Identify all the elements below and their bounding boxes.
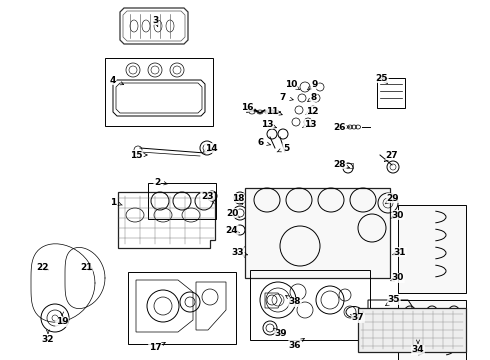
Bar bbox=[398, 300, 466, 332]
Text: 28: 28 bbox=[334, 159, 346, 168]
Text: 26: 26 bbox=[334, 122, 346, 131]
Text: 17: 17 bbox=[148, 343, 161, 352]
Text: 10: 10 bbox=[285, 80, 297, 89]
Bar bbox=[398, 205, 466, 293]
Text: 25: 25 bbox=[376, 73, 388, 82]
Text: 18: 18 bbox=[232, 194, 244, 202]
Text: 33: 33 bbox=[232, 248, 244, 257]
Bar bbox=[128, 272, 236, 344]
Text: 22: 22 bbox=[36, 264, 48, 273]
Text: 16: 16 bbox=[241, 103, 253, 112]
Bar bbox=[105, 58, 213, 126]
Text: 35: 35 bbox=[388, 296, 400, 305]
Text: 29: 29 bbox=[387, 194, 399, 202]
Polygon shape bbox=[358, 308, 466, 352]
Text: 4: 4 bbox=[110, 76, 116, 85]
Text: 2: 2 bbox=[154, 177, 160, 186]
Text: 37: 37 bbox=[352, 314, 364, 323]
Text: 20: 20 bbox=[226, 208, 238, 217]
Text: 38: 38 bbox=[289, 297, 301, 306]
Text: 27: 27 bbox=[386, 150, 398, 159]
Bar bbox=[398, 337, 466, 360]
Polygon shape bbox=[245, 188, 390, 278]
Text: 36: 36 bbox=[289, 341, 301, 350]
Text: 11: 11 bbox=[266, 107, 278, 116]
Text: 14: 14 bbox=[205, 144, 217, 153]
Text: 13: 13 bbox=[304, 120, 316, 129]
Bar bbox=[377, 78, 405, 108]
Text: 1: 1 bbox=[110, 198, 116, 207]
Text: 19: 19 bbox=[56, 318, 68, 327]
Bar bbox=[148, 183, 216, 219]
Text: 34: 34 bbox=[412, 346, 424, 355]
Bar bbox=[343, 163, 353, 168]
Text: 15: 15 bbox=[130, 150, 142, 159]
Text: 13: 13 bbox=[261, 120, 273, 129]
Text: 32: 32 bbox=[42, 336, 54, 345]
Text: 8: 8 bbox=[311, 93, 317, 102]
Text: 5: 5 bbox=[283, 144, 289, 153]
Text: 31: 31 bbox=[394, 248, 406, 257]
Text: 21: 21 bbox=[80, 264, 92, 273]
Text: 30: 30 bbox=[392, 211, 404, 220]
Text: 24: 24 bbox=[226, 225, 238, 234]
Text: 39: 39 bbox=[275, 329, 287, 338]
Text: 12: 12 bbox=[306, 107, 318, 116]
Bar bbox=[250, 270, 370, 340]
Text: 3: 3 bbox=[152, 15, 158, 24]
Text: 7: 7 bbox=[280, 93, 286, 102]
Text: 30: 30 bbox=[392, 274, 404, 283]
Text: 23: 23 bbox=[201, 192, 213, 201]
Text: 9: 9 bbox=[312, 80, 318, 89]
Text: 6: 6 bbox=[258, 138, 264, 147]
